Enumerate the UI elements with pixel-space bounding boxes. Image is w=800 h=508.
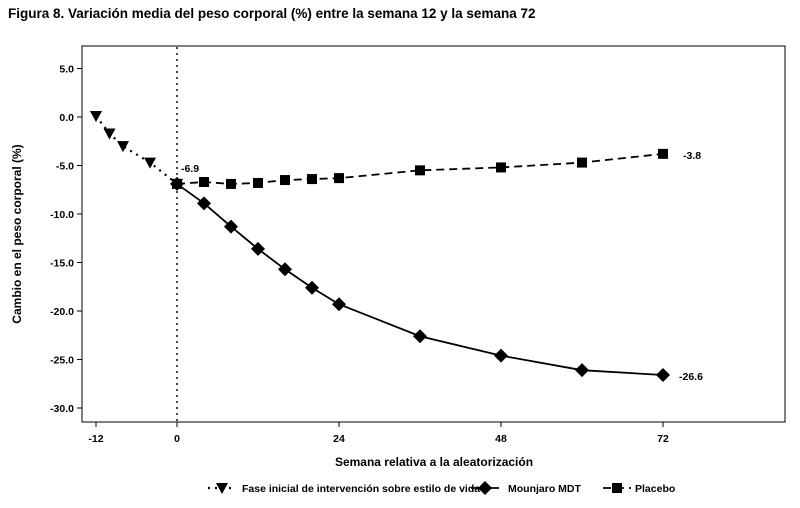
y-tick-label: -30.0 [50,403,74,415]
legend-marker [478,481,492,495]
data-point [494,348,508,363]
axes: 5.0 0.0 -5.0 -10.0 -15.0 -20.0 -25.0 -30.0 -12 0 2… [50,64,669,446]
y-tick-label: 0.0 [59,112,74,124]
y-axis-label: Cambio en el peso corporal (%) [10,144,24,323]
data-point [224,219,238,234]
data-point [658,148,668,159]
data-point [251,241,265,256]
series-0 [90,111,183,190]
data-point [577,157,587,168]
figure-title: Figura 8. Variación media del peso corpo… [8,6,536,21]
legend-item-0: Fase inicial de intervención sobre estil… [208,483,480,495]
data-label: -26.6 [679,371,703,383]
x-tick-label: -12 [88,433,103,445]
y-tick-label: -25.0 [50,355,74,367]
legend-label: Placebo [635,483,675,495]
data-point [307,174,317,185]
data-point [197,196,211,211]
y-tick-label: -20.0 [50,306,74,318]
data-point [90,111,102,123]
y-tick-label: 5.0 [59,64,74,76]
data-point [334,173,344,184]
data-point [278,262,292,277]
data-point [496,162,506,173]
x-axis-label: Semana relativa a la aleatorización [335,455,533,469]
x-tick-label: 24 [333,433,345,445]
data-label: -3.8 [683,150,701,162]
x-tick-label: 72 [657,433,669,445]
series-layer [90,111,670,383]
x-tick-label: 0 [174,433,180,445]
data-point [172,178,182,189]
data-point [103,128,116,140]
data-point [280,175,290,186]
series-line [176,183,664,376]
legend-marker [216,483,228,494]
legend-item-1: Mounjaro MDT [471,481,581,495]
data-point [656,368,670,383]
data-point [117,141,129,153]
series-2 [172,148,668,189]
data-point [253,177,263,188]
legend-marker [612,483,622,493]
data-point [305,280,319,295]
data-label: -6.9 [181,163,199,175]
data-point [413,329,427,344]
data-point [226,178,236,189]
x-tick-label: 48 [495,433,507,445]
y-tick-label: -10.0 [50,209,74,221]
data-point [332,297,346,312]
y-tick-label: -5.0 [56,161,74,173]
data-point [575,363,589,378]
plot-frame [81,45,786,423]
data-point [415,165,425,176]
legend: Fase inicial de intervención sobre estil… [208,481,675,495]
legend-label: Mounjaro MDT [508,483,581,495]
data-point [199,176,209,187]
series-line [95,115,178,185]
data-point [144,157,156,169]
legend-label: Fase inicial de intervención sobre estil… [242,483,480,495]
y-tick-label: -15.0 [50,258,74,270]
legend-item-2: Placebo [603,483,675,495]
data-labels: -6.9 -3.8 -26.6 [181,150,703,383]
series-1 [170,176,670,383]
